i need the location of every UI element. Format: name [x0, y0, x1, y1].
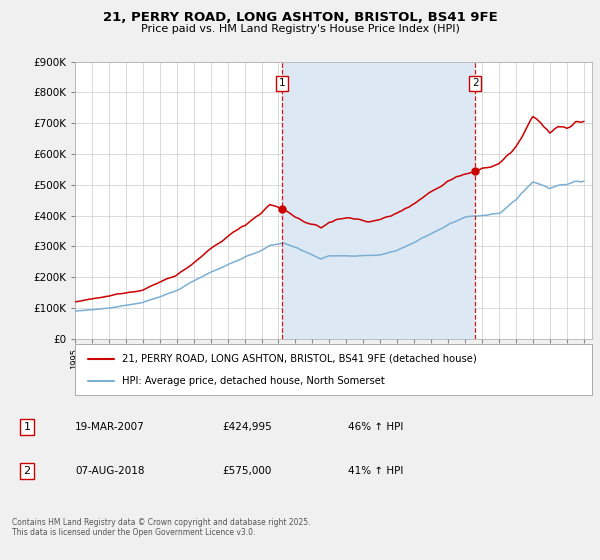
- Bar: [282, 62, 475, 339]
- Text: 1: 1: [279, 78, 286, 88]
- Text: 19-MAR-2007: 19-MAR-2007: [75, 422, 145, 432]
- Text: 21, PERRY ROAD, LONG ASHTON, BRISTOL, BS41 9FE (detached house): 21, PERRY ROAD, LONG ASHTON, BRISTOL, BS…: [122, 353, 476, 363]
- Text: £424,995: £424,995: [222, 422, 272, 432]
- Text: 1: 1: [23, 422, 31, 432]
- Text: 2: 2: [472, 78, 479, 88]
- Text: Price paid vs. HM Land Registry's House Price Index (HPI): Price paid vs. HM Land Registry's House …: [140, 24, 460, 34]
- Text: 21, PERRY ROAD, LONG ASHTON, BRISTOL, BS41 9FE: 21, PERRY ROAD, LONG ASHTON, BRISTOL, BS…: [103, 11, 497, 24]
- Text: 07-AUG-2018: 07-AUG-2018: [75, 466, 145, 476]
- Text: £575,000: £575,000: [222, 466, 271, 476]
- Text: 2: 2: [23, 466, 31, 476]
- Text: 41% ↑ HPI: 41% ↑ HPI: [348, 466, 403, 476]
- Text: 46% ↑ HPI: 46% ↑ HPI: [348, 422, 403, 432]
- Text: Contains HM Land Registry data © Crown copyright and database right 2025.
This d: Contains HM Land Registry data © Crown c…: [12, 518, 311, 538]
- Text: HPI: Average price, detached house, North Somerset: HPI: Average price, detached house, Nort…: [122, 376, 384, 386]
